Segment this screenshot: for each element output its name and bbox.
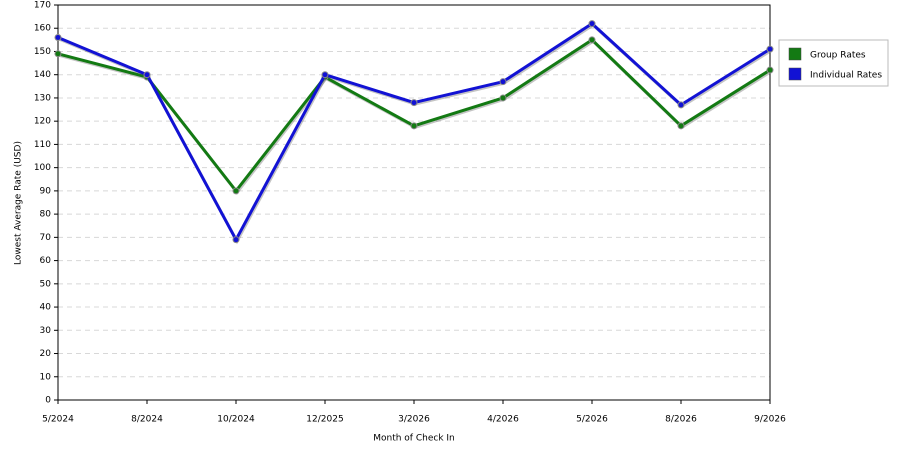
plot-frame	[57, 4, 771, 401]
y-tick-label: 140	[34, 70, 51, 80]
y-tick-label: 70	[40, 233, 52, 243]
x-tick-label: 9/2026	[754, 415, 786, 425]
point	[232, 236, 240, 244]
point	[588, 20, 596, 28]
x-tick-label: 4/2026	[487, 415, 519, 425]
point	[143, 71, 151, 79]
legend-swatch	[788, 67, 802, 81]
y-tick-label: 80	[40, 210, 52, 220]
y-tick-label: 150	[34, 47, 51, 57]
x-tick-label: 3/2026	[398, 415, 430, 425]
line-shadow	[58, 23, 772, 245]
point	[232, 187, 240, 195]
y-tick-label: 160	[34, 24, 51, 34]
point	[677, 101, 685, 109]
y-tick-label: 170	[34, 1, 51, 11]
point	[766, 45, 774, 53]
y-tick-label: 30	[40, 326, 52, 336]
point	[321, 71, 329, 79]
point	[54, 34, 62, 42]
y-tick-label: 20	[40, 349, 52, 359]
legend-label: Group Rates	[810, 51, 866, 61]
x-tick-label: 8/2024	[131, 415, 163, 425]
series-line	[57, 22, 771, 242]
y-tick-label: 40	[40, 303, 52, 313]
x-axis-label: Month of Check In	[373, 434, 455, 444]
point	[766, 66, 774, 74]
y-tick-label: 120	[34, 117, 51, 127]
y-tick-label: 90	[40, 186, 52, 196]
point	[677, 122, 685, 130]
line-shadow	[58, 39, 772, 195]
point	[410, 122, 418, 130]
y-tick-label: 50	[40, 279, 52, 289]
x-tick-label: 12/2025	[306, 415, 343, 425]
point	[588, 36, 596, 44]
legend-swatch	[788, 47, 802, 61]
y-tick-label: 110	[34, 140, 51, 150]
x-tick-label: 5/2024	[42, 415, 74, 425]
series-line	[57, 38, 771, 193]
y-tick-label: 100	[34, 163, 51, 173]
point	[54, 50, 62, 58]
legend-label: Individual Rates	[810, 71, 882, 81]
y-tick-label: 0	[45, 396, 51, 406]
y-tick-label: 10	[40, 372, 52, 382]
point	[499, 78, 507, 86]
x-tick-label: 10/2024	[217, 415, 255, 425]
y-tick-label: 130	[34, 93, 51, 103]
y-axis-label: Lowest Average Rate (USD)	[14, 141, 24, 265]
y-tick-label: 60	[40, 256, 52, 266]
x-tick-label: 8/2026	[665, 415, 697, 425]
point	[410, 99, 418, 107]
x-tick-label: 5/2026	[576, 415, 608, 425]
point	[499, 94, 507, 102]
